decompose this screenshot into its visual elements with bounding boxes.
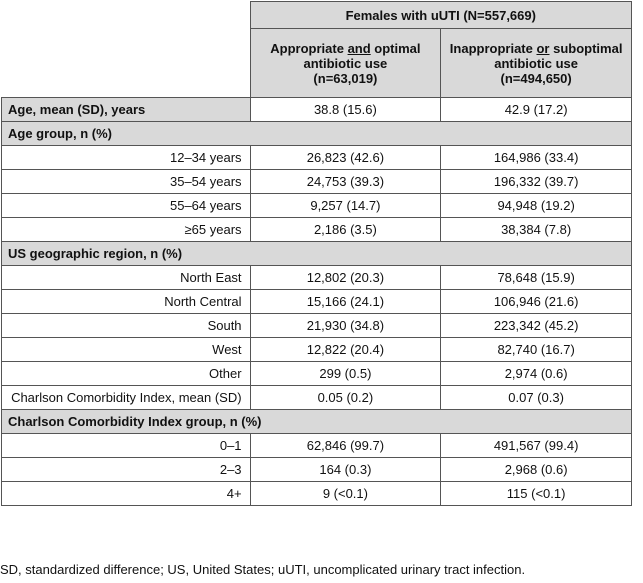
value-cell: 0.07 (0.3): [440, 385, 632, 410]
header-n: (n=494,650): [500, 70, 572, 86]
table-row: North East 12,802 (20.3) 78,648 (15.9): [1, 265, 632, 290]
row-label: 12–34 years: [1, 145, 251, 170]
header-n: (n=63,019): [313, 70, 378, 86]
value-cell: 12,822 (20.4): [249, 337, 442, 362]
value-cell: 42.9 (17.2): [440, 97, 632, 122]
value-cell: 24,753 (39.3): [249, 169, 442, 194]
row-label: West: [1, 337, 251, 362]
value-cell: 26,823 (42.6): [249, 145, 442, 170]
row-label: North East: [1, 265, 251, 290]
header-underlined: or: [536, 40, 550, 56]
row-label: Other: [1, 361, 251, 386]
row-label: South: [1, 313, 251, 338]
row-label: 55–64 years: [1, 193, 251, 218]
section-label: Age group, n (%): [1, 121, 632, 146]
table-row: North Central 15,166 (24.1) 106,946 (21.6): [1, 289, 632, 314]
section-label: US geographic region, n (%): [1, 241, 632, 266]
value-cell: 15,166 (24.1): [249, 289, 442, 314]
footnote: SD, standardized difference; US, United …: [0, 562, 526, 577]
row-label: 0–1: [1, 433, 251, 458]
header-text: optimal antibiotic use: [303, 40, 421, 71]
table-row: 4+ 9 (<0.1) 115 (<0.1): [1, 481, 632, 506]
value-cell: 299 (0.5): [249, 361, 442, 386]
value-cell: 82,740 (16.7): [440, 337, 632, 362]
row-label: 2–3: [1, 457, 251, 482]
value-cell: 115 (<0.1): [440, 481, 632, 506]
value-cell: 62,846 (99.7): [249, 433, 442, 458]
column-header: Inappropriate or suboptimal antibiotic u…: [440, 28, 632, 98]
value-cell: 491,567 (99.4): [440, 433, 632, 458]
value-cell: 2,968 (0.6): [440, 457, 632, 482]
row-label: 35–54 years: [1, 169, 251, 194]
table-row: US geographic region, n (%): [1, 241, 632, 266]
table-row: Charlson Comorbidity Index, mean (SD) 0.0…: [1, 385, 632, 410]
value-cell: 2,974 (0.6): [440, 361, 632, 386]
section-label: Charlson Comorbidity Index group, n (%): [1, 409, 632, 434]
group-header: Females with uUTI (N=557,669): [249, 1, 633, 29]
blank-corner: [1, 1, 251, 98]
header-text: Appropriate: [270, 40, 348, 56]
row-label: 4+: [1, 481, 251, 506]
value-cell: 223,342 (45.2): [440, 313, 632, 338]
value-cell: 2,186 (3.5): [249, 217, 442, 242]
table-row: 2–3 164 (0.3) 2,968 (0.6): [1, 457, 632, 482]
value-cell: 106,946 (21.6): [440, 289, 632, 314]
data-table: Females with uUTI (N=557,669) Appropriat…: [1, 1, 633, 506]
row-label: Charlson Comorbidity Index, mean (SD): [1, 385, 251, 410]
table-row: West 12,822 (20.4) 82,740 (16.7): [1, 337, 632, 362]
table-row: Charlson Comorbidity Index group, n (%): [1, 409, 632, 434]
value-cell: 21,930 (34.8): [249, 313, 442, 338]
value-cell: 94,948 (19.2): [440, 193, 632, 218]
table-row: South 21,930 (34.8) 223,342 (45.2): [1, 313, 632, 338]
row-label: ≥65 years: [1, 217, 251, 242]
table-row: 55–64 years 9,257 (14.7) 94,948 (19.2): [1, 193, 632, 218]
header-text: Inappropriate: [449, 40, 537, 56]
table-row: Age, mean (SD), years 38.8 (15.6) 42.9 (17…: [1, 97, 632, 122]
value-cell: 12,802 (20.3): [249, 265, 442, 290]
table-row: 12–34 years 26,823 (42.6) 164,986 (33.4): [1, 145, 632, 170]
table-row: Age group, n (%): [1, 121, 632, 146]
value-cell: 9,257 (14.7): [249, 193, 442, 218]
value-cell: 78,648 (15.9): [440, 265, 632, 290]
value-cell: 9 (<0.1): [249, 481, 442, 506]
value-cell: 164,986 (33.4): [440, 145, 632, 170]
table-row: ≥65 years 2,186 (3.5) 38,384 (7.8): [1, 217, 632, 242]
value-cell: 38,384 (7.8): [440, 217, 632, 242]
header-underlined: and: [347, 40, 371, 56]
value-cell: 196,332 (39.7): [440, 169, 632, 194]
value-cell: 0.05 (0.2): [249, 385, 442, 410]
header-text: suboptimal antibiotic use: [494, 40, 623, 71]
row-label: North Central: [1, 289, 251, 314]
value-cell: 38.8 (15.6): [249, 97, 442, 122]
table-row: 0–1 62,846 (99.7) 491,567 (99.4): [1, 433, 632, 458]
column-header: Appropriate and optimal antibiotic use (n…: [249, 28, 442, 98]
row-header: Age, mean (SD), years: [1, 97, 251, 122]
table-row: 35–54 years 24,753 (39.3) 196,332 (39.7): [1, 169, 632, 194]
value-cell: 164 (0.3): [249, 457, 442, 482]
table-row: Other 299 (0.5) 2,974 (0.6): [1, 361, 632, 386]
